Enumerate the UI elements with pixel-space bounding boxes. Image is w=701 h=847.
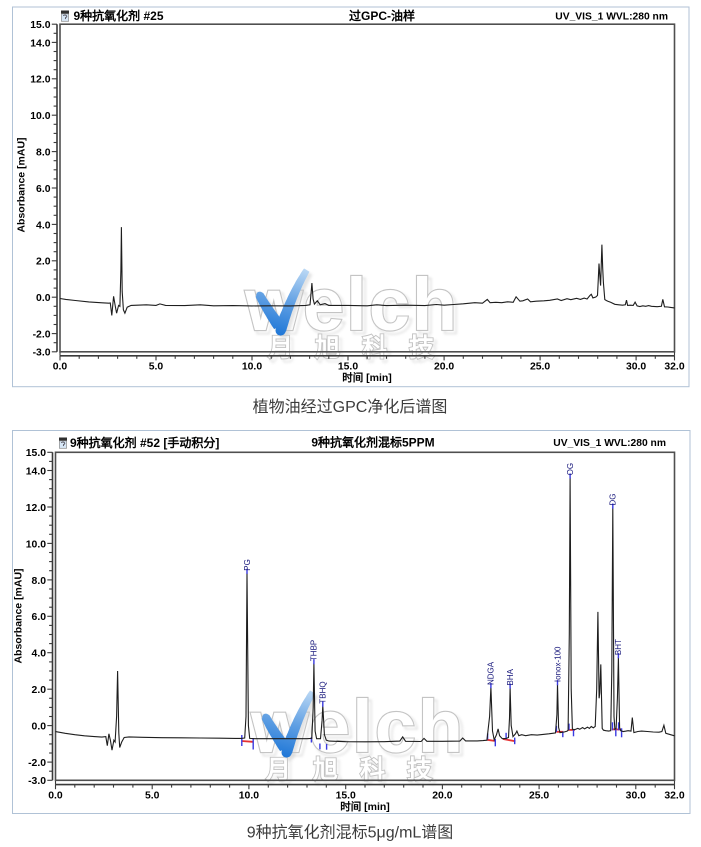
svg-text:14.0: 14.0 xyxy=(26,466,46,477)
svg-text:15.0: 15.0 xyxy=(26,448,46,459)
svg-text:BHA: BHA xyxy=(506,668,515,685)
svg-text:20.0: 20.0 xyxy=(432,790,452,801)
svg-text:过GPC-油样: 过GPC-油样 xyxy=(349,8,415,23)
svg-text:4.0: 4.0 xyxy=(32,649,47,660)
svg-text:5.0: 5.0 xyxy=(149,362,164,373)
svg-text:5.0: 5.0 xyxy=(145,790,160,801)
svg-text:UV_VIS_1 WVL:280 nm: UV_VIS_1 WVL:280 nm xyxy=(555,12,668,23)
svg-text:0.0: 0.0 xyxy=(32,722,47,733)
svg-text:2.0: 2.0 xyxy=(32,685,47,696)
svg-text:8.0: 8.0 xyxy=(32,576,47,587)
svg-text:elch: elch xyxy=(312,688,468,771)
svg-text:9种抗氧化剂 #52 [手动积分]: 9种抗氧化剂 #52 [手动积分] xyxy=(70,435,219,450)
svg-text:6.0: 6.0 xyxy=(36,184,51,195)
svg-text:-2.0: -2.0 xyxy=(28,758,46,769)
svg-text:月旭科技: 月旭科技 xyxy=(265,756,454,784)
svg-text:TBHQ: TBHQ xyxy=(319,681,328,703)
svg-text:Ionox-100: Ionox-100 xyxy=(553,646,562,682)
svg-text:elch: elch xyxy=(306,266,462,349)
svg-text:32.0: 32.0 xyxy=(664,790,684,801)
svg-text:15.0: 15.0 xyxy=(338,362,358,373)
svg-text:4.0: 4.0 xyxy=(36,220,51,231)
svg-text:25.0: 25.0 xyxy=(530,362,550,373)
svg-text:6.0: 6.0 xyxy=(32,612,47,623)
svg-text:THBP: THBP xyxy=(310,640,319,661)
svg-text:15.0: 15.0 xyxy=(336,790,356,801)
svg-text:月旭科技: 月旭科技 xyxy=(268,759,457,787)
svg-text:-3.0: -3.0 xyxy=(28,776,46,787)
svg-text:10.0: 10.0 xyxy=(242,362,262,373)
svg-text:0.0: 0.0 xyxy=(36,293,51,304)
svg-text:8.0: 8.0 xyxy=(36,148,51,159)
svg-text:NDGA: NDGA xyxy=(487,661,496,685)
svg-text:月旭科技: 月旭科技 xyxy=(267,334,456,362)
svg-text:植物油经过GPC净化后谱图: 植物油经过GPC净化后谱图 xyxy=(253,398,448,416)
svg-text:OG: OG xyxy=(566,463,575,475)
svg-text:12.0: 12.0 xyxy=(26,503,46,514)
svg-text:时间 [min]: 时间 [min] xyxy=(342,371,392,384)
svg-text:14.0: 14.0 xyxy=(30,38,50,49)
svg-text:9种抗氧化剂混标5μg/mL谱图: 9种抗氧化剂混标5μg/mL谱图 xyxy=(247,824,454,842)
svg-text:月旭科技: 月旭科技 xyxy=(270,337,459,365)
svg-text:2.0: 2.0 xyxy=(36,257,51,268)
svg-text:0.0: 0.0 xyxy=(53,362,68,373)
svg-text:BHT: BHT xyxy=(614,639,623,655)
svg-text:10.0: 10.0 xyxy=(239,790,259,801)
svg-text:DG: DG xyxy=(609,494,618,506)
svg-text:15.0: 15.0 xyxy=(30,20,50,31)
svg-text:12.0: 12.0 xyxy=(30,75,50,86)
svg-text:0.0: 0.0 xyxy=(48,790,63,801)
svg-text:32.0: 32.0 xyxy=(664,362,684,373)
svg-text:10.0: 10.0 xyxy=(26,539,46,550)
svg-text:25.0: 25.0 xyxy=(529,790,549,801)
svg-text:30.0: 30.0 xyxy=(626,362,646,373)
svg-text:-2.0: -2.0 xyxy=(33,330,51,341)
svg-text:9种抗氧化剂 #25: 9种抗氧化剂 #25 xyxy=(74,8,164,23)
svg-text:时间 [min]: 时间 [min] xyxy=(340,800,390,813)
svg-text:Absorbance [mAU]: Absorbance [mAU] xyxy=(13,568,25,663)
svg-text:20.0: 20.0 xyxy=(434,362,454,373)
svg-text:30.0: 30.0 xyxy=(626,790,646,801)
svg-text:elch: elch xyxy=(309,685,465,768)
svg-text:9种抗氧化剂混标5PPM: 9种抗氧化剂混标5PPM xyxy=(311,435,434,450)
svg-text:10.0: 10.0 xyxy=(30,111,50,122)
svg-text:Absorbance [mAU]: Absorbance [mAU] xyxy=(16,137,28,232)
svg-text:-3.0: -3.0 xyxy=(33,348,51,359)
svg-text:w: w xyxy=(247,266,306,349)
svg-text:UV_VIS_1 WVL:280 nm: UV_VIS_1 WVL:280 nm xyxy=(553,438,666,449)
svg-text:PG: PG xyxy=(243,559,252,571)
